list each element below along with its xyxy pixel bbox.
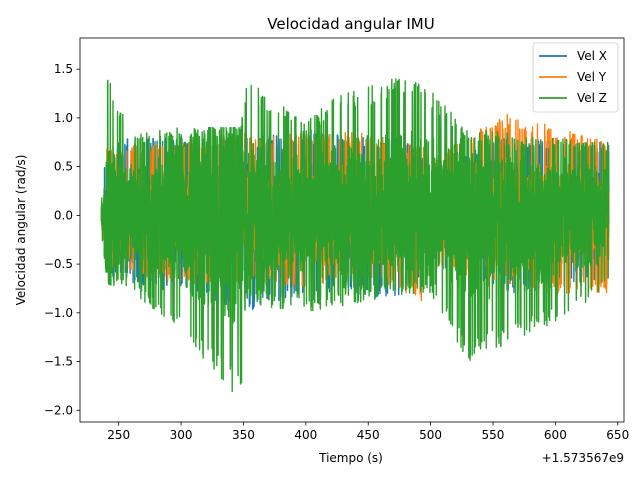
y-tick-label: −1.0 [44,306,73,320]
legend-box [532,42,619,113]
legend-label-vel-x: Vel X [577,49,607,63]
x-tick-label: 650 [606,428,629,442]
x-tick-label: 500 [419,428,442,442]
y-axis: 1.5 1.0 0.5 0.0 −0.5 −1.0 −1.5 −2.0 [44,62,80,417]
chart-title: Velocidad angular IMU [267,15,434,33]
series-layer [100,78,610,393]
x-tick-label: 600 [544,428,567,442]
legend: Vel X Vel Y Vel Z [532,42,619,113]
x-tick-label: 400 [294,428,317,442]
x-tick-label: 250 [107,428,130,442]
y-tick-label: 0.5 [54,160,73,174]
x-axis: 250 300 350 400 450 500 550 600 650 [107,422,629,442]
legend-label-vel-y: Vel Y [577,70,607,84]
y-tick-label: −2.0 [44,403,73,417]
y-tick-label: 1.0 [54,111,73,125]
y-tick-label: −0.5 [44,257,73,271]
x-axis-label: Tiempo (s) [318,451,383,465]
y-tick-label: 1.5 [54,62,73,76]
x-axis-offset-label: +1.573567e9 [542,451,624,465]
y-axis-label: Velocidad angular (rad/s) [14,155,28,306]
x-tick-label: 450 [357,428,380,442]
plot-frame [79,37,625,423]
series-line-vel-z [100,78,610,393]
x-tick-label: 350 [232,428,255,442]
x-tick-label: 550 [482,428,505,442]
legend-label-vel-z: Vel Z [577,91,607,105]
y-tick-label: −1.5 [44,355,73,369]
y-tick-label: 0.0 [54,208,73,222]
x-tick-label: 300 [170,428,193,442]
